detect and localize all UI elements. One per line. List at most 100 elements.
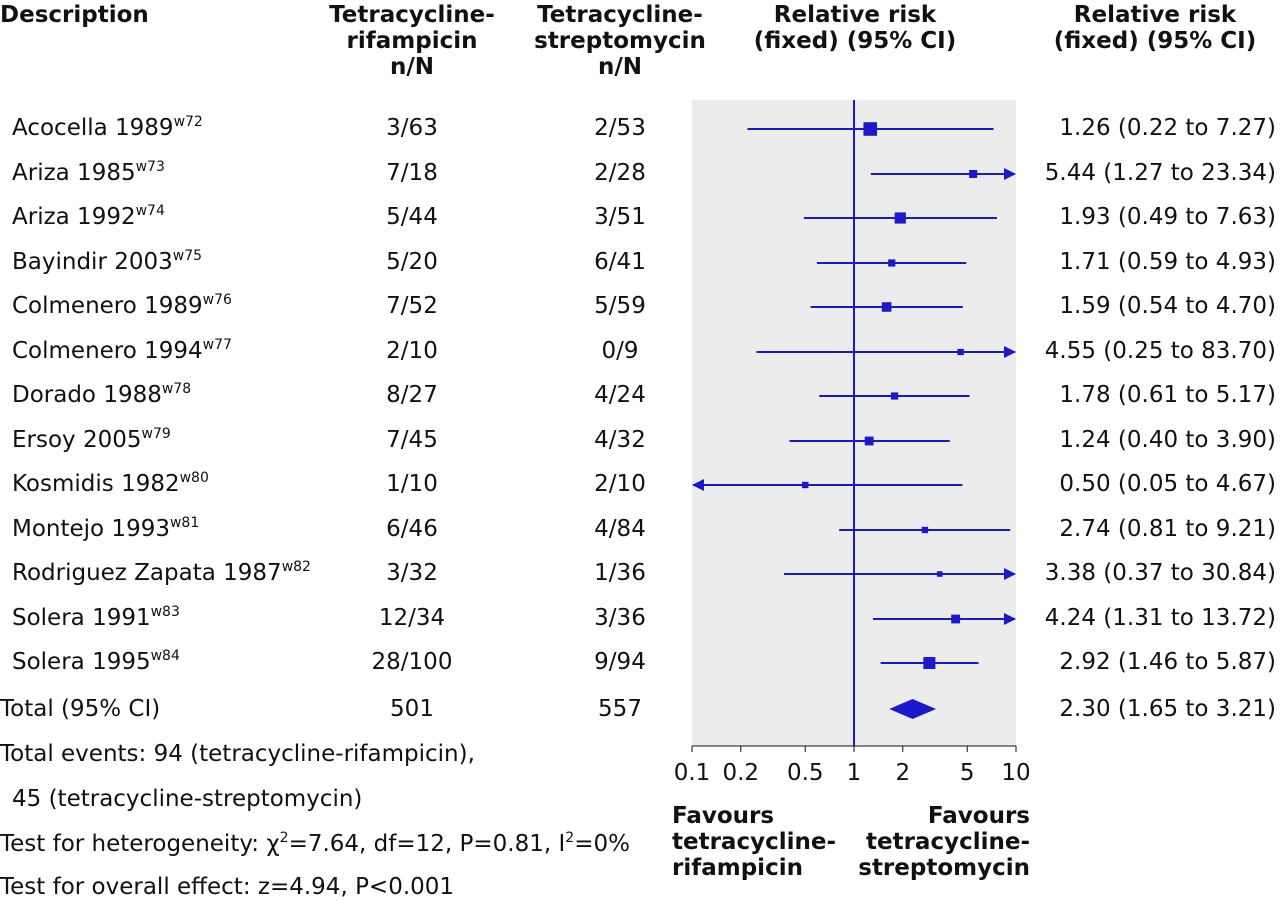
study-name: Montejo 1993w81	[12, 515, 199, 543]
study-label: Solera 1995	[12, 649, 151, 675]
study-group2-count: 2/28	[594, 160, 646, 186]
study-group2-count: 4/24	[594, 382, 646, 408]
favours-right-line1: Favours	[927, 803, 1030, 829]
total-events-line1: Total events: 94 (tetracycline-rifampici…	[0, 741, 475, 767]
study-ci-text: 4.55 (0.25 to 83.70)	[1044, 338, 1276, 364]
header-group1-line3: n/N	[389, 54, 435, 80]
favours-left-line3: rifampicin	[672, 855, 803, 881]
header-plot: Relative risk (fixed) (95% CI)	[730, 2, 980, 54]
favours-left-line2: tetracycline-	[672, 829, 836, 855]
study-group2-count: 3/36	[594, 605, 646, 631]
study-reference: w73	[135, 159, 165, 175]
x-tick-label: 0.5	[787, 760, 824, 786]
study-group1-count: 3/63	[386, 115, 438, 141]
x-tick-label: 2	[895, 760, 910, 786]
study-group1-count: 5/44	[386, 204, 438, 230]
study-group1-count: 7/52	[386, 293, 438, 319]
heterogeneity-prefix: Test for heterogeneity:	[0, 831, 267, 857]
point-estimate	[890, 392, 899, 400]
study-reference: w78	[161, 381, 192, 397]
study-name: Ersoy 2005w79	[12, 426, 171, 454]
study-ci-text: 2.74 (0.81 to 9.21)	[1059, 516, 1276, 542]
study-reference: w80	[179, 470, 209, 486]
study-ci-text: 1.26 (0.22 to 7.27)	[1059, 115, 1276, 141]
study-group1-count: 12/34	[378, 605, 446, 631]
study-label: Montejo 1993	[12, 516, 170, 542]
i-superscript: 2	[565, 830, 575, 846]
header-plot-line2: (fixed) (95% CI)	[753, 28, 957, 54]
study-name: Kosmidis 1982w80	[12, 470, 209, 498]
header-group2-line2: streptomycin	[534, 28, 706, 54]
point-estimate	[936, 571, 943, 577]
header-plot-line1: Relative risk	[773, 2, 937, 28]
total-label: Total (95% CI)	[0, 696, 161, 722]
study-ci-text: 1.78 (0.61 to 5.17)	[1059, 382, 1276, 408]
heterogeneity-mid: =7.64, df=12, P=0.81, I	[288, 831, 566, 857]
study-group2-count: 6/41	[594, 249, 646, 275]
heterogeneity-test: Test for heterogeneity: χ 2=7.64, df=12, …	[0, 830, 630, 858]
study-label: Ariza 1992	[12, 204, 136, 230]
study-group2-count: 9/94	[594, 649, 646, 675]
study-ci-text: 1.93 (0.49 to 7.63)	[1059, 204, 1276, 230]
study-label: Ariza 1985	[12, 160, 136, 186]
study-reference: w82	[281, 559, 311, 575]
header-group1: Tetracycline- rifampicin n/N	[322, 2, 502, 80]
point-estimate	[894, 212, 906, 224]
ci-arrow	[1004, 613, 1016, 625]
point-estimate	[888, 259, 896, 267]
header-group2: Tetracycline- streptomycin n/N	[530, 2, 710, 80]
point-estimate	[864, 436, 874, 446]
point-estimate	[921, 526, 929, 534]
header-ci-line2: (fixed) (95% CI)	[1053, 28, 1257, 54]
study-label: Bayindir 2003	[12, 249, 173, 275]
x-tick-label: 0.1	[674, 760, 711, 786]
point-estimate	[881, 302, 892, 312]
study-ci-text: 0.50 (0.05 to 4.67)	[1059, 471, 1276, 497]
x-tick-label: 1	[847, 760, 862, 786]
header-description: Description	[0, 2, 149, 28]
study-reference: w74	[135, 203, 165, 219]
study-reference: w72	[173, 114, 203, 130]
chi-symbol: χ	[266, 831, 280, 857]
x-tick-label: 10	[1001, 760, 1030, 786]
study-group1-count: 7/18	[386, 160, 438, 186]
study-name: Ariza 1992w74	[12, 203, 165, 231]
study-group1-count: 6/46	[386, 516, 438, 542]
study-ci-text: 1.71 (0.59 to 4.93)	[1059, 249, 1276, 275]
study-name: Ariza 1985w73	[12, 159, 165, 187]
study-ci-text: 1.24 (0.40 to 3.90)	[1059, 427, 1276, 453]
study-label: Solera 1991	[12, 605, 151, 631]
total-group1: 501	[390, 696, 434, 722]
favours-left-line1: Favours	[672, 803, 775, 829]
header-ci: Relative risk (fixed) (95% CI)	[1030, 2, 1280, 54]
study-ci-text: 3.38 (0.37 to 30.84)	[1044, 560, 1276, 586]
study-group2-count: 4/32	[594, 427, 646, 453]
study-group1-count: 3/32	[386, 560, 438, 586]
study-label: Rodriguez Zapata 1987	[12, 560, 282, 586]
header-group2-line3: n/N	[597, 54, 643, 80]
point-estimate	[969, 170, 978, 178]
study-ci-text: 1.59 (0.54 to 4.70)	[1059, 293, 1276, 319]
ci-arrow	[1004, 168, 1016, 180]
heterogeneity-end: =0%	[574, 831, 630, 857]
study-ci-text: 5.44 (1.27 to 23.34)	[1044, 160, 1276, 186]
point-estimate	[802, 481, 809, 489]
study-reference: w75	[172, 248, 203, 264]
study-name: Solera 1995w84	[12, 648, 180, 676]
study-group2-count: 0/9	[601, 338, 639, 364]
study-label: Kosmidis 1982	[12, 471, 180, 497]
header-ci-line1: Relative risk	[1073, 2, 1237, 28]
favours-left: Favours tetracycline- rifampicin	[672, 803, 836, 881]
favours-right: Favours tetracycline- streptomycin	[858, 803, 1030, 881]
study-reference: w84	[150, 648, 180, 664]
study-name: Bayindir 2003w75	[12, 248, 202, 276]
study-label: Dorado 1988	[12, 382, 162, 408]
study-label: Ersoy 2005	[12, 427, 142, 453]
ci-arrow	[1004, 346, 1016, 358]
study-name: Dorado 1988w78	[12, 381, 191, 409]
study-name: Solera 1991w83	[12, 604, 180, 632]
study-reference: w83	[150, 604, 180, 620]
study-group1-count: 28/100	[371, 649, 453, 675]
total-group2: 557	[598, 696, 642, 722]
